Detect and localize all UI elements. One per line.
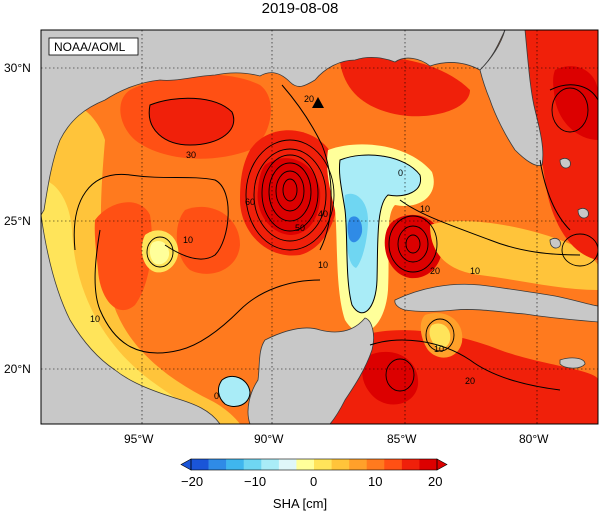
contours: [73, 84, 598, 407]
lat-label: 30°N: [4, 61, 31, 75]
colorbar-swatch: [191, 459, 209, 470]
colorbar-swatch: [419, 459, 438, 470]
colorbar-swatch: [314, 459, 332, 470]
east-eddy: [384, 214, 443, 279]
lon-label: 90°W: [254, 432, 284, 446]
contour-10-west: [94, 229, 321, 354]
map-frame: [40, 29, 599, 425]
contour-label: 60: [245, 197, 255, 207]
colorbar-swatch: [384, 459, 403, 470]
colorbar-tick: −10: [244, 474, 267, 489]
colorbar-swatch: [208, 459, 227, 470]
colorbar-swatch: [296, 459, 315, 470]
central-red-patch: [176, 206, 240, 274]
north-gulf-core: [149, 98, 234, 145]
lat-label: 25°N: [4, 214, 31, 228]
lon-label: 85°W: [387, 432, 417, 446]
west-red-band: [94, 202, 152, 311]
mexico-coast: [41, 214, 221, 424]
campeche-cold: [218, 376, 250, 407]
contour-20-atl2: [539, 159, 571, 231]
bahamas-3: [549, 238, 561, 249]
colorbar-tick: 20: [428, 474, 443, 489]
us-coast: [41, 30, 506, 216]
graticule: [41, 30, 598, 424]
contour-20-loop: [281, 84, 332, 251]
contour-label: 20: [430, 266, 440, 276]
contour-labels: 30 20 10 60 50 40 10 0 10 20 10 10 20 10…: [90, 94, 480, 401]
contour-30-north: [148, 97, 235, 146]
land: [41, 30, 598, 424]
caribbean-core: [362, 351, 419, 405]
colorbar-swatch: [261, 459, 280, 470]
colorbar-swatch: [226, 459, 245, 470]
colorbar-high-arrow: [436, 458, 448, 471]
loop-eddy-contours: [245, 139, 335, 251]
colorbar-swatch: [243, 459, 262, 470]
station-marker-icon: [312, 97, 324, 108]
colorbar-swatch: [278, 459, 297, 470]
lat-label: 20°N: [4, 362, 31, 376]
colorbar-tick: 10: [368, 474, 383, 489]
contour-20-atl: [549, 84, 598, 101]
contour-20-carib: [369, 339, 561, 391]
colorbar-tick: −20: [181, 474, 204, 489]
contour-label: 10: [434, 344, 444, 354]
colorbar: [180, 458, 448, 471]
contour-10-east: [399, 199, 581, 256]
east-eddy-contours: [388, 215, 438, 273]
contour-label: 10: [318, 260, 328, 270]
colorbar-swatch: [401, 459, 420, 470]
credit-box: [48, 37, 139, 56]
atlantic-core: [553, 66, 598, 140]
map-body: 30 20 10 60 50 40 10 0 10 20 10 10 20 10…: [41, 30, 598, 424]
colorbar-frame: [190, 458, 438, 471]
contour-10-central: [73, 173, 229, 260]
contour-label: 20: [465, 376, 475, 386]
cayman-yellow: [429, 323, 451, 348]
colorbar-swatch: [366, 459, 385, 470]
cuba: [394, 283, 598, 323]
contour-label: 10: [90, 314, 100, 324]
contour-label: 10: [470, 266, 480, 276]
east-shelf-orange: [430, 220, 598, 290]
contour-label: 30: [186, 150, 196, 160]
yucatan: [247, 317, 374, 424]
contour-zero-cold: [339, 154, 421, 314]
contour-0-campeche: [217, 376, 251, 407]
contour-label: 0: [398, 168, 403, 178]
map-title: 2019-08-08: [261, 0, 339, 17]
contour-label: 50: [295, 223, 305, 233]
contour-label: 0: [214, 391, 219, 401]
west-eddy-light: [149, 241, 170, 265]
cold-feature-core: [347, 216, 363, 243]
contour-label: 20: [304, 94, 314, 104]
bahamas-1: [559, 158, 571, 169]
bahamas-2: [577, 208, 589, 219]
colorbar-label: SHA [cm]: [272, 496, 328, 511]
contour-label: 10: [183, 235, 193, 245]
colorbar-tick: 0: [310, 474, 318, 489]
colorbar-swatch: [331, 459, 350, 470]
colorbar-low-arrow: [180, 458, 192, 471]
colorbar-swatch: [349, 459, 368, 470]
misc-contours: [146, 87, 598, 392]
florida: [479, 30, 544, 167]
lon-label: 95°W: [124, 432, 154, 446]
credit-label: NOAA/AOML: [54, 40, 126, 54]
jamaica: [559, 357, 586, 369]
contour-label: 40: [318, 209, 328, 219]
lon-label: 80°W: [519, 432, 549, 446]
loop-eddy-core: [257, 158, 321, 235]
contour-label: 10: [420, 204, 430, 214]
cold-feature-light: [339, 155, 421, 313]
